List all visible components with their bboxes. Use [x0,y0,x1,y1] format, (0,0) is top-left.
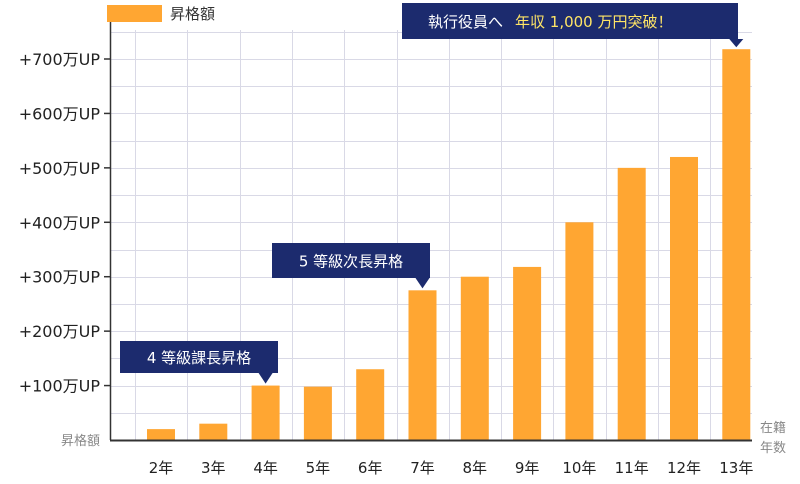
callout-box [402,3,738,39]
x-tick-label: 9年 [515,459,540,477]
bar-8年 [460,276,489,440]
callout-label: 4 等級課長昇格 [147,349,251,367]
y-tick-label: +300万UP [19,268,101,287]
callout-label-highlight: 年収 1,000 万円突破！ [515,13,672,31]
callout-pointer [415,278,430,289]
callout-label-main: 執行役員へ [428,13,503,31]
x-tick-label: 8年 [463,459,488,477]
y-axis-label: 昇格額 [61,433,100,449]
callout-pointer [258,373,273,384]
y-tick-label: +500万UP [19,159,101,178]
callout-box [272,243,430,278]
bar-10年 [565,222,594,440]
x-tick-label: 6年 [358,459,383,477]
x-tick-label: 5年 [306,459,331,477]
legend-label: 昇格額 [170,5,215,23]
bar-11年 [617,167,646,440]
callout-box [120,341,278,373]
x-tick-label: 13年 [719,459,753,477]
bar-6年 [356,369,385,440]
bar-7年 [408,290,437,440]
x-tick-label: 3年 [201,459,226,477]
x-axis-label-line2: 年数 [760,441,786,456]
bar-3年 [199,423,228,440]
x-tick-label: 12年 [667,459,701,477]
bar-12年 [670,156,698,440]
x-tick-label: 2年 [149,459,174,477]
legend-swatch [107,5,162,22]
y-tick-label: +700万UP [19,50,101,69]
callout-pointer [729,39,744,48]
y-tick-label: +200万UP [19,322,101,341]
bar-13年 [722,49,751,441]
callout-label: 執行役員へ 年収 1,000 万円突破！ [428,13,673,31]
bar-4年 [251,385,280,440]
x-tick-label: 10年 [562,459,596,477]
bar-2年 [147,429,175,440]
y-tick-label: +600万UP [19,104,101,123]
callout-label: 5 等級次長昇格 [299,253,403,271]
x-tick-label: 4年 [253,459,278,477]
x-tick-label: 7年 [410,459,435,477]
x-tick-label: 11年 [615,459,649,477]
bar-9年 [513,266,542,440]
bar-5年 [303,386,332,440]
x-axis-label-line1: 在籍 [760,420,786,436]
y-tick-label: +400万UP [19,213,101,232]
y-tick-label: +100万UP [19,377,101,396]
